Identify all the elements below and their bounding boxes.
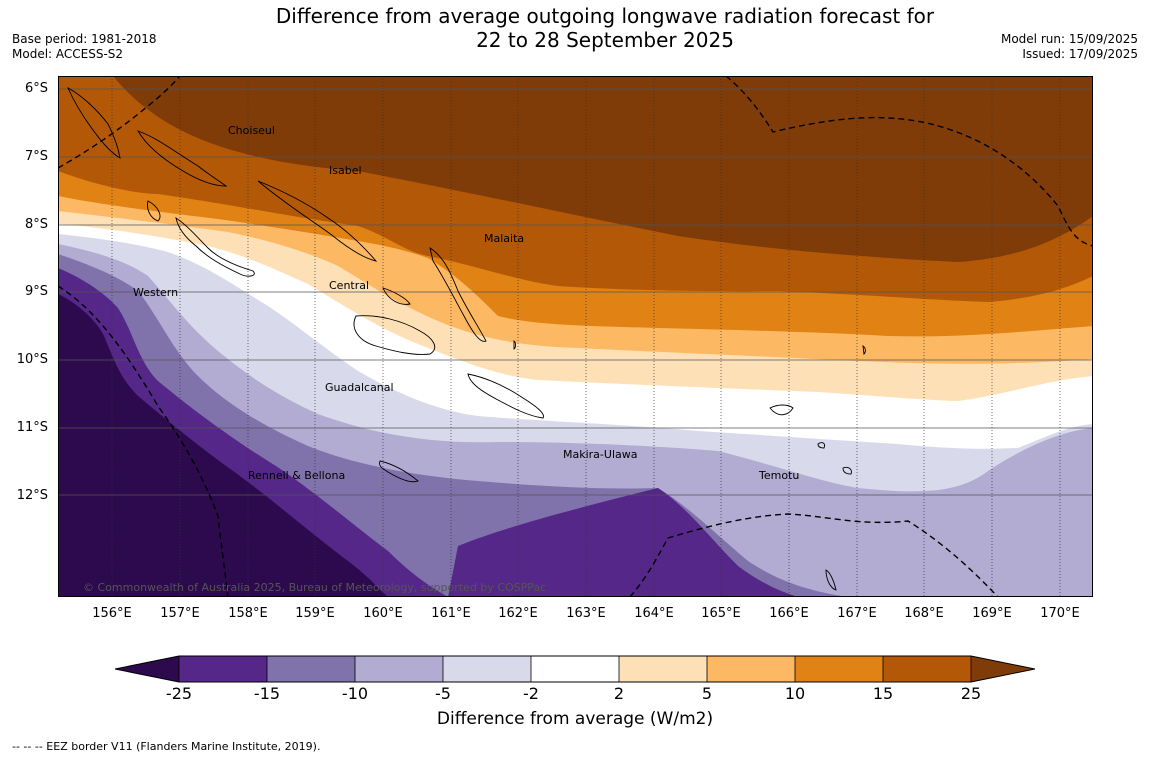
lat-label-12s: 12°S xyxy=(16,488,48,503)
place-guadalcanal: Guadalcanal xyxy=(325,381,394,394)
island-choiseul xyxy=(136,130,228,187)
place-makira-ulawa: Makira-Ulawa xyxy=(563,448,637,461)
metadata-right: Model run: 15/09/2025 Issued: 17/09/2025 xyxy=(1001,32,1138,62)
eez-footnote: -- -- -- EEZ border V11 (Flanders Marine… xyxy=(12,740,321,753)
lat-label-9s: 9°S xyxy=(24,284,48,299)
colorbar-tick-n5: -5 xyxy=(435,684,451,703)
copyright-notice: © Commonwealth of Australia 2025, Bureau… xyxy=(83,581,546,594)
colorbar-arrow-low xyxy=(115,656,179,682)
colorbar-tick-5: 5 xyxy=(701,684,713,703)
colorbar-tick-10: 10 xyxy=(784,684,806,703)
forecast-map: Choiseul Isabel Malaita Western Central … xyxy=(58,76,1093,597)
eez-border xyxy=(58,76,1093,597)
island-small-5 xyxy=(862,345,866,355)
base-period: Base period: 1981-2018 xyxy=(12,32,157,46)
place-malaita: Malaita xyxy=(484,232,524,245)
island-rennell xyxy=(379,460,419,483)
island-malaita xyxy=(429,247,487,342)
lon-label-156e: 156°E xyxy=(92,606,132,621)
map-title: Difference from average outgoing longwav… xyxy=(180,4,1030,52)
island-small-3 xyxy=(825,569,837,591)
place-rennell-bellona: Rennell & Bellona xyxy=(248,469,345,482)
island-small-1 xyxy=(817,442,825,449)
island-small-4 xyxy=(513,340,516,350)
island-guadalcanal xyxy=(353,315,436,355)
place-choiseul: Choiseul xyxy=(228,124,275,137)
place-western: Western xyxy=(133,286,178,299)
colorbar-tick-15: 15 xyxy=(872,684,894,703)
colorbar-seg-3 xyxy=(355,656,443,682)
place-central: Central xyxy=(329,279,369,292)
lon-label-168e: 168°E xyxy=(904,606,944,621)
place-temotu: Temotu xyxy=(758,469,799,482)
colorbar-seg-4 xyxy=(443,656,531,682)
colorbar-seg-1 xyxy=(179,656,267,682)
colorbar-dividers xyxy=(178,656,972,682)
model-name: Model: ACCESS-S2 xyxy=(12,47,124,61)
model-run: Model run: 15/09/2025 xyxy=(1000,32,1138,46)
colorbar xyxy=(115,655,1035,683)
place-isabel: Isabel xyxy=(329,164,362,177)
island-outlines xyxy=(67,86,866,591)
lon-label-161e: 161°E xyxy=(431,606,471,621)
lon-label-170e: 170°E xyxy=(1040,606,1080,621)
map-svg: Choiseul Isabel Malaita Western Central … xyxy=(58,76,1093,597)
title-line-2: 22 to 28 September 2025 xyxy=(476,28,734,52)
lat-label-11s: 11°S xyxy=(16,420,48,435)
metadata-left: Base period: 1981-2018 Model: ACCESS-S2 xyxy=(12,32,157,62)
colorbar-seg-2 xyxy=(267,656,355,682)
island-new-georgia xyxy=(147,200,255,277)
lon-label-163e: 163°E xyxy=(566,606,606,621)
island-makira xyxy=(467,373,544,419)
island-bougainville xyxy=(67,86,121,159)
lon-label-169e: 169°E xyxy=(972,606,1012,621)
colorbar-tick-25: 25 xyxy=(960,684,982,703)
colorbar-seg-8 xyxy=(795,656,883,682)
lon-label-162e: 162°E xyxy=(498,606,538,621)
colorbar-seg-7 xyxy=(707,656,795,682)
title-line-1: Difference from average outgoing longwav… xyxy=(275,4,935,28)
colorbar-label: Difference from average (W/m2) xyxy=(436,709,714,729)
island-santa-cruz xyxy=(769,404,794,416)
colorbar-tick-n2: -2 xyxy=(523,684,539,703)
lon-label-167e: 167°E xyxy=(837,606,877,621)
lon-label-158e: 158°E xyxy=(228,606,268,621)
colorbar-tick-n25: -25 xyxy=(165,684,193,703)
band-lt25 xyxy=(58,294,388,597)
island-small-2 xyxy=(842,466,852,475)
lon-label-157e: 157°E xyxy=(160,606,200,621)
lat-label-7s: 7°S xyxy=(24,149,48,164)
colorbar-seg-6 xyxy=(619,656,707,682)
latitude-gridlines xyxy=(58,88,1093,496)
colorbar-tick-n10: -10 xyxy=(341,684,369,703)
lon-label-165e: 165°E xyxy=(701,606,741,621)
island-florida xyxy=(382,287,411,305)
colorbar-arrow-high xyxy=(971,656,1035,682)
lon-label-160e: 160°E xyxy=(363,606,403,621)
map-frame xyxy=(58,76,1093,597)
colorbar-tick-n15: -15 xyxy=(253,684,281,703)
lon-label-159e: 159°E xyxy=(295,606,335,621)
colorbar-tick-2: 2 xyxy=(613,684,625,703)
lat-label-6s: 6°S xyxy=(24,81,48,96)
lat-label-8s: 8°S xyxy=(24,217,48,232)
colorbar-seg-9 xyxy=(883,656,971,682)
island-isabel xyxy=(257,180,378,262)
colorbar-seg-5 xyxy=(531,656,619,682)
lat-label-10s: 10°S xyxy=(16,352,48,367)
lon-label-164e: 164°E xyxy=(634,606,674,621)
lon-label-166e: 166°E xyxy=(769,606,809,621)
issued-date: Issued: 17/09/2025 xyxy=(1022,47,1138,61)
